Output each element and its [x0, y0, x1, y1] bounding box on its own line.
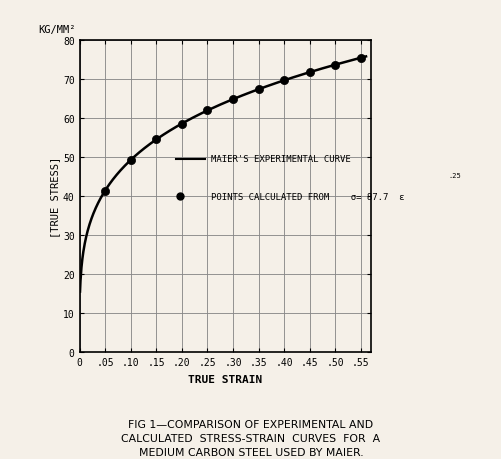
Point — [356, 55, 364, 62]
Text: .25: .25 — [447, 172, 460, 178]
Point — [254, 86, 262, 94]
Text: POINTS CALCULATED FROM    σ= 87.7  ε: POINTS CALCULATED FROM σ= 87.7 ε — [210, 192, 403, 202]
Point — [280, 78, 288, 85]
Point — [305, 69, 313, 77]
Text: MAIER'S EXPERIMENTAL CURVE: MAIER'S EXPERIMENTAL CURVE — [210, 155, 350, 164]
Point — [126, 157, 134, 164]
Point — [101, 188, 109, 195]
X-axis label: TRUE STRAIN: TRUE STRAIN — [188, 375, 262, 384]
Text: FIG 1—COMPARISON OF EXPERIMENTAL AND
CALCULATED  STRESS-STRAIN  CURVES  FOR  A
M: FIG 1—COMPARISON OF EXPERIMENTAL AND CAL… — [121, 419, 380, 457]
Point — [203, 107, 211, 115]
Point — [331, 62, 339, 69]
Y-axis label: [TRUE STRESS]: [TRUE STRESS] — [50, 157, 60, 237]
Point — [228, 96, 236, 104]
Point — [177, 121, 185, 128]
Point — [152, 136, 160, 144]
Text: KG/MM²: KG/MM² — [39, 25, 76, 35]
